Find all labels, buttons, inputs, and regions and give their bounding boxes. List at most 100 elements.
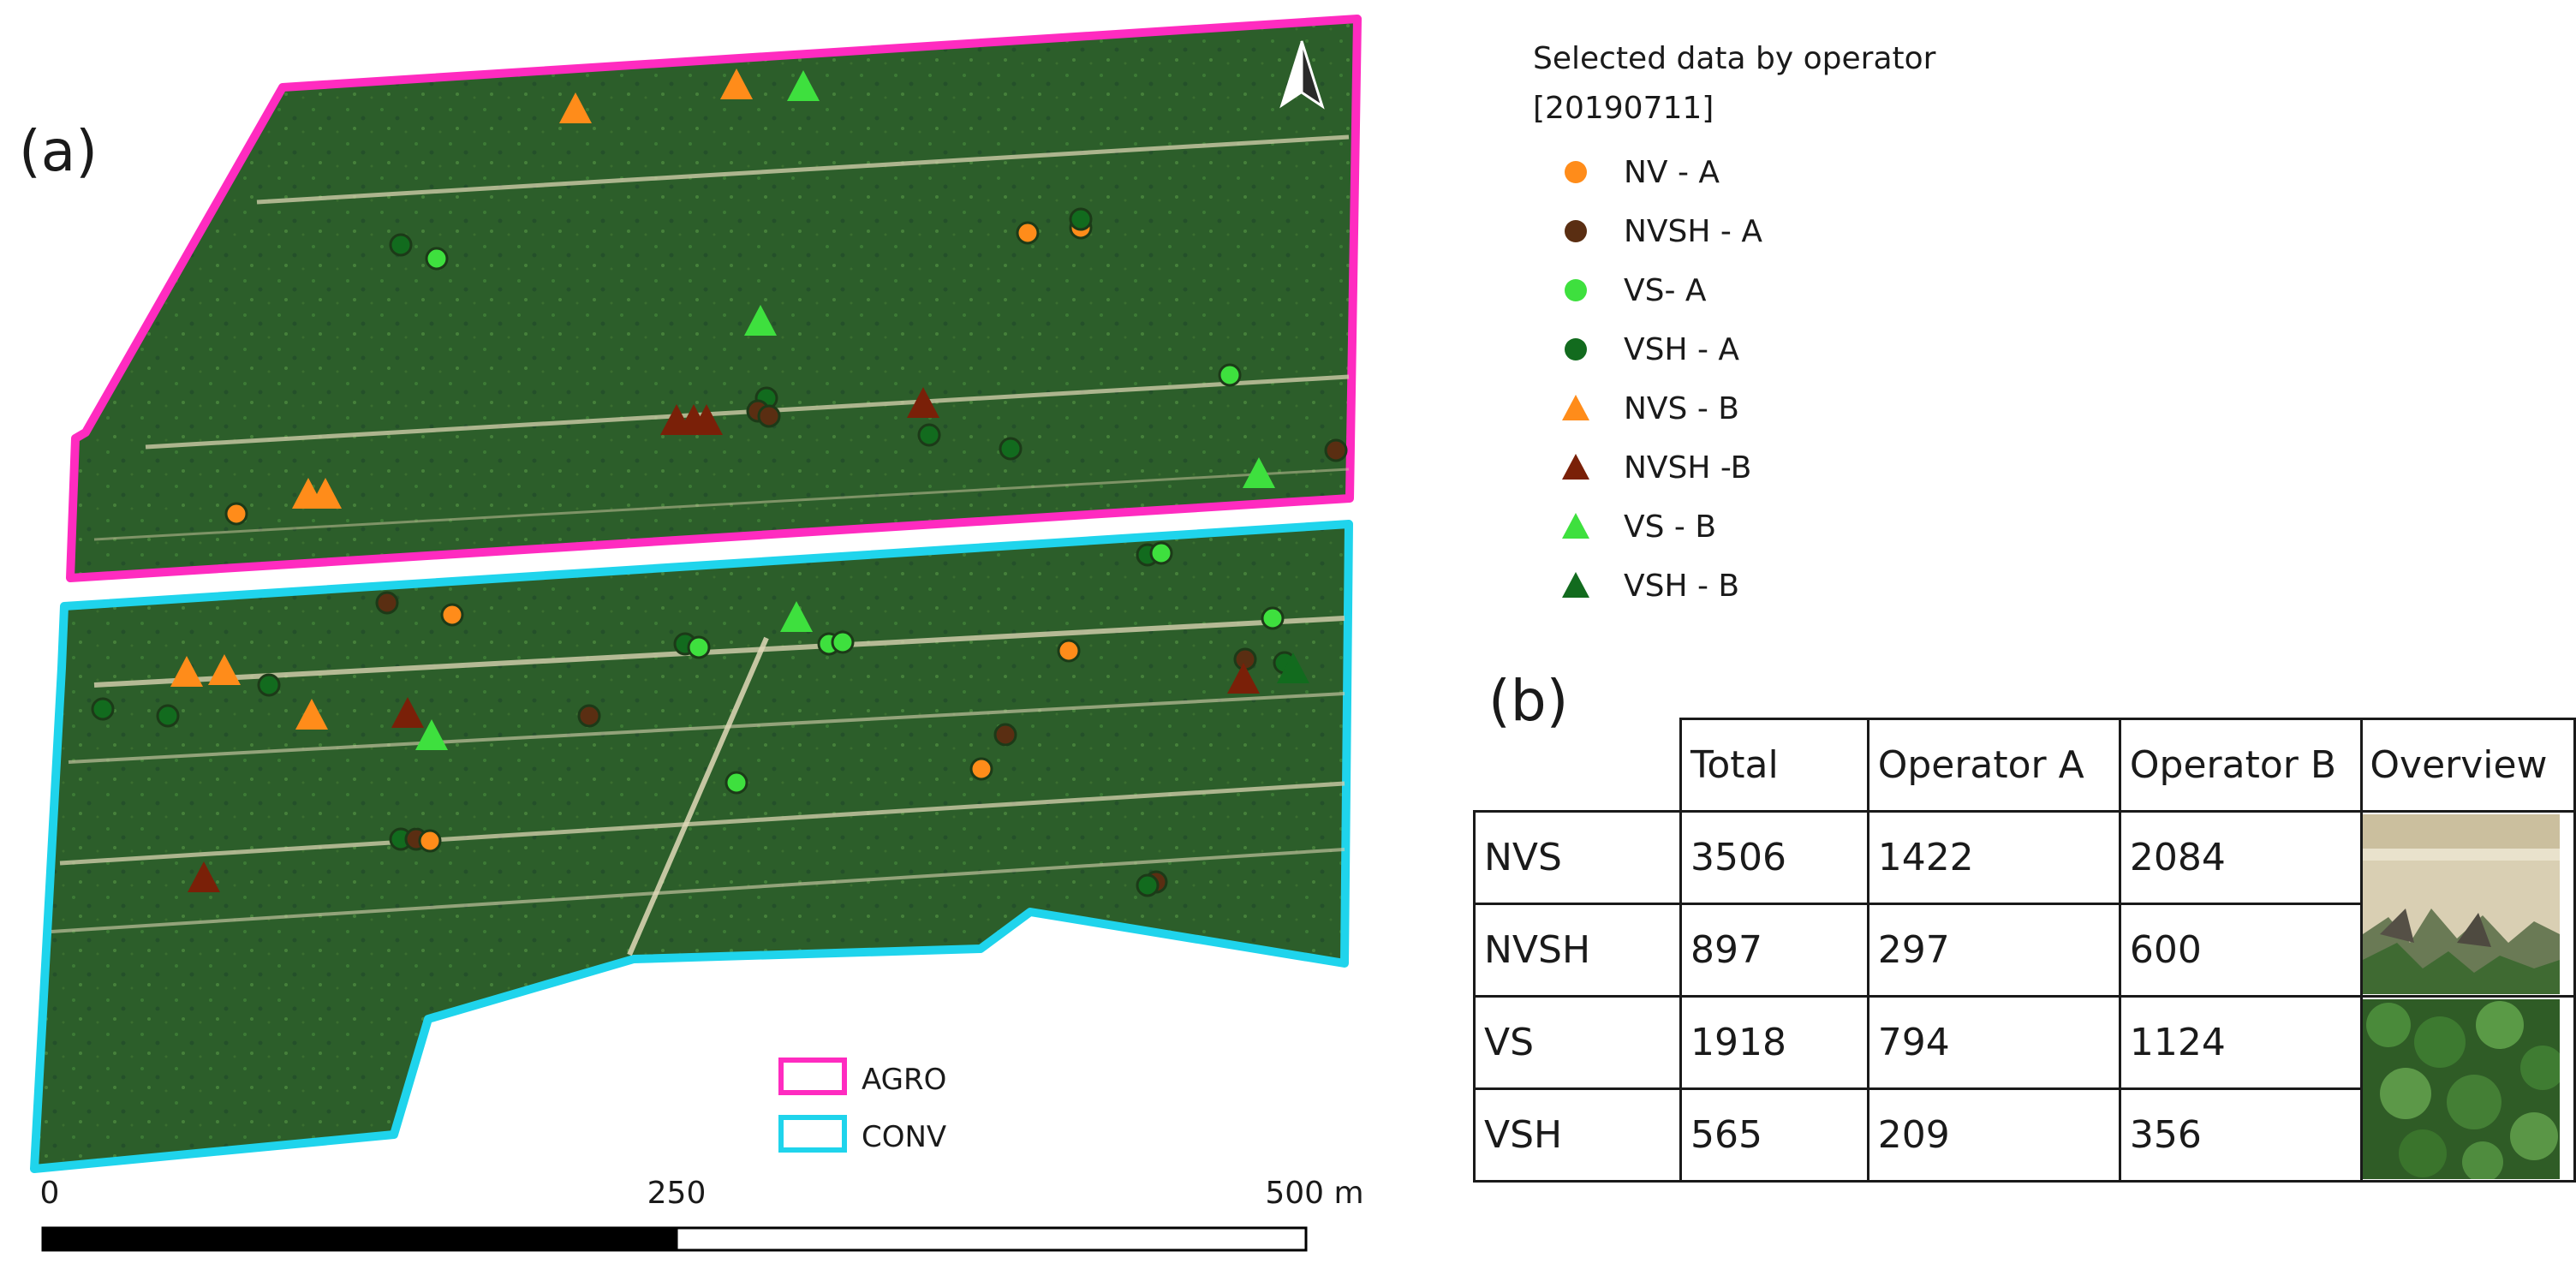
cell-operator-b: 2084 — [2118, 810, 2364, 905]
cell-operator-b: 1124 — [2118, 995, 2364, 1090]
sample-point-nvs-b — [309, 478, 342, 509]
conv-diagonal-track — [627, 636, 769, 956]
legend-item: NVSH - A — [1559, 205, 1762, 258]
sample-point-vs-b — [415, 719, 448, 750]
sample-point-vs-b — [744, 305, 777, 336]
legend-item: VSH - A — [1559, 323, 1739, 376]
conv-legend-swatch — [778, 1115, 847, 1153]
sample-point-vsh-a — [999, 437, 1023, 461]
sample-point-nvsh-a — [993, 723, 1017, 747]
sample-point-vsh-a — [257, 673, 281, 697]
sample-point-vs-b — [1243, 457, 1275, 488]
legend-item-label: NVSH -B — [1624, 450, 1752, 486]
agro-legend-label: AGRO — [862, 1063, 946, 1097]
row-label: NVS — [1473, 810, 1682, 905]
sample-point-nv-a — [418, 829, 442, 853]
sample-point-nvs-b — [208, 654, 241, 685]
sample-point-nvsh-a — [1324, 438, 1348, 462]
conv-track — [59, 781, 1345, 866]
table-row: NVS 3506 1422 2084 — [1473, 810, 2576, 998]
triangle-marker-icon — [1559, 450, 1593, 485]
sample-point-vsh-a — [917, 423, 941, 447]
summary-table: Total Operator A Operator B Overview NVS… — [1473, 718, 2576, 1183]
sample-point-vs-a — [687, 635, 711, 659]
sample-point-nvsh-a — [757, 404, 781, 428]
agro-legend-swatch — [778, 1058, 847, 1095]
table-row: VSH 565 209 356 — [1473, 1087, 2575, 1183]
overview-veg — [2360, 995, 2576, 1183]
legend: Selected data by operator [20190711] NV … — [1533, 34, 1936, 604]
cell-operator-a: 297 — [1866, 903, 2121, 998]
sample-point-nvs-b — [295, 699, 328, 730]
sample-point-nv-a — [224, 502, 248, 526]
sample-point-nv-a — [440, 603, 464, 627]
circle-marker-icon — [1559, 273, 1593, 307]
triangle-marker-icon — [1559, 569, 1593, 603]
sample-point-vs-a — [1218, 363, 1242, 387]
sample-point-nvs-b — [720, 69, 753, 99]
sample-point-vsh-a — [91, 697, 115, 721]
sample-point-vsh-a — [1136, 873, 1160, 897]
sample-point-vs-a — [831, 630, 855, 654]
legend-item: NV - A — [1559, 146, 1720, 199]
summary-table-wrap: Total Operator A Operator B Overview NVS… — [1473, 718, 2576, 1183]
sample-point-nv-a — [1057, 639, 1081, 663]
circle-marker-icon — [1559, 332, 1593, 366]
header-total: Total — [1679, 718, 1869, 813]
table-header-row: Total Operator A Operator B Overview — [1474, 718, 2576, 813]
legend-item-label: VSH - A — [1624, 331, 1740, 367]
panel-a-label: (a) — [19, 118, 98, 184]
agro-field — [66, 15, 1362, 582]
cell-operator-b: 356 — [2118, 1087, 2364, 1183]
scale-label-500: 500 m — [1265, 1176, 1363, 1211]
agro-track — [256, 134, 1350, 205]
conv-track — [68, 692, 1345, 764]
sample-point-vs-a — [1149, 541, 1173, 565]
legend-item: NVSH -B — [1559, 441, 1751, 494]
legend-item: NVS - B — [1559, 382, 1739, 435]
row-label: VS — [1473, 995, 1682, 1090]
circle-marker-icon — [1559, 214, 1593, 248]
triangle-marker-icon — [1559, 509, 1593, 544]
legend-item: VSH - B — [1559, 559, 1739, 612]
sample-point-nv-a — [1016, 221, 1040, 245]
sample-point-nvsh-b — [1227, 663, 1260, 694]
cell-operator-a: 209 — [1866, 1087, 2121, 1183]
sample-point-nvs-b — [170, 656, 203, 687]
header-overview: Overview — [2360, 718, 2576, 813]
scale-label-250: 250 — [647, 1176, 707, 1211]
overview-nonveg — [2360, 810, 2576, 998]
conv-track — [93, 616, 1345, 688]
header-operator-b: Operator B — [2118, 718, 2364, 813]
sample-points — [91, 69, 1348, 897]
row-label: VSH — [1473, 1087, 1682, 1183]
legend-item-label: VS- A — [1624, 272, 1707, 308]
sample-point-vsh-b — [1277, 652, 1309, 683]
sample-point-nvsh-b — [188, 861, 220, 892]
circle-marker-icon — [1559, 155, 1593, 189]
agro-track — [93, 468, 1350, 541]
row-label: NVSH — [1473, 903, 1682, 998]
scale-segment-white — [675, 1226, 1308, 1252]
sample-point-nvsh-a — [577, 704, 601, 728]
legend-item-label: NV - A — [1624, 154, 1720, 190]
conv-track — [51, 848, 1345, 933]
sample-point-vsh-a — [156, 704, 180, 728]
sample-point-vs-a — [425, 247, 449, 271]
cell-total: 1918 — [1679, 995, 1869, 1090]
overview-veg-image — [2363, 998, 2561, 1179]
conv-legend-label: CONV — [862, 1120, 946, 1154]
cell-total: 3506 — [1679, 810, 1869, 905]
legend-item-label: VS - B — [1624, 509, 1717, 545]
legend-title-line2: [20190711] — [1533, 91, 1714, 126]
map-panel: AGRO CONV 0 250 500 m — [30, 15, 1364, 1252]
table-row: NVSH 897 297 600 — [1473, 903, 2575, 998]
legend-title-line1: Selected data by operator — [1533, 41, 1936, 76]
overview-nonveg-image — [2363, 813, 2561, 994]
legend-item-label: NVS - B — [1624, 390, 1739, 426]
legend-item-label: NVSH - A — [1624, 213, 1762, 249]
boundary-legend: AGRO CONV — [778, 1058, 946, 1154]
sample-point-vsh-a — [1069, 207, 1093, 231]
table-row: VS 1918 794 1124 — [1473, 995, 2576, 1183]
legend-item-label: VSH - B — [1624, 568, 1740, 604]
